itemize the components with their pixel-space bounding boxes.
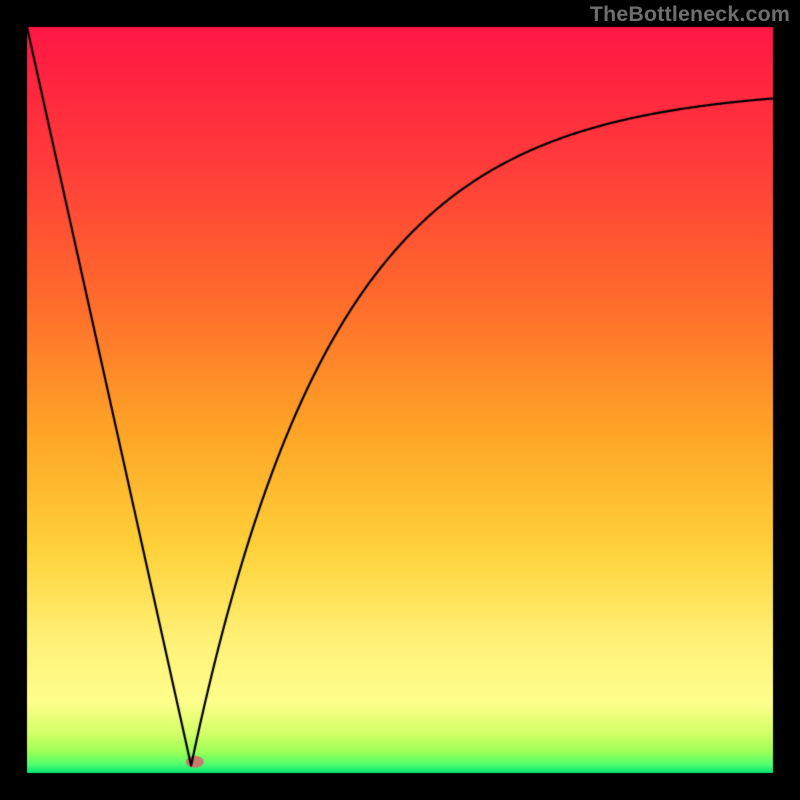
bottleneck-chart-canvas bbox=[0, 0, 800, 800]
chart-stage: TheBottleneck.com bbox=[0, 0, 800, 800]
watermark-label: TheBottleneck.com bbox=[590, 2, 790, 27]
